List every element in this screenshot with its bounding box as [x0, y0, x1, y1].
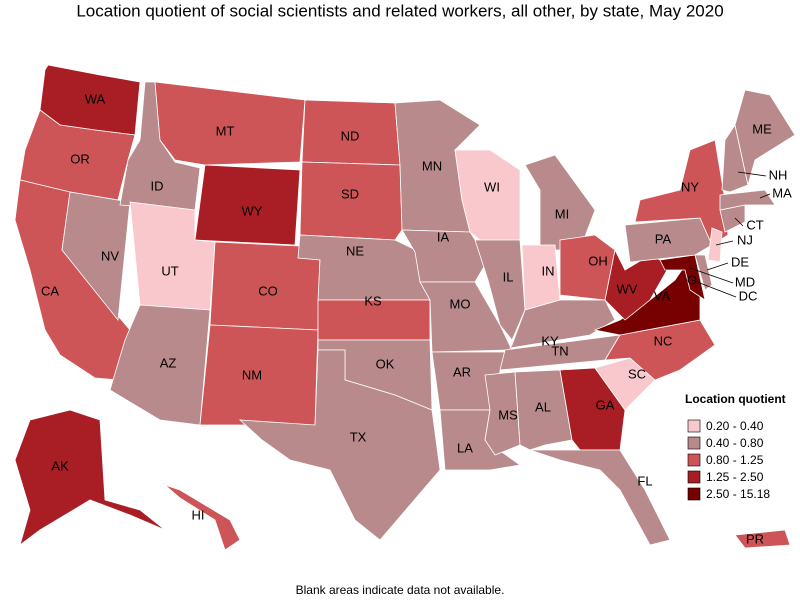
legend-swatch — [687, 470, 701, 484]
label-leader — [691, 279, 737, 298]
state-label: NH — [769, 167, 788, 182]
footnote: Blank areas indicate data not available. — [296, 583, 505, 597]
state-label: MN — [422, 158, 442, 173]
state-label: UT — [161, 263, 178, 278]
legend-swatch — [687, 487, 701, 501]
state-label: WY — [242, 203, 263, 218]
state-label: WI — [484, 179, 500, 194]
state-label: NE — [346, 243, 364, 258]
state-label: PR — [746, 531, 764, 546]
state — [529, 449, 671, 546]
state-label: AZ — [160, 355, 177, 370]
state-label: SD — [341, 186, 359, 201]
state-label: AL — [535, 399, 551, 414]
legend-label: 0.20 - 0.40 — [706, 419, 764, 433]
state-label: NC — [654, 333, 673, 348]
state-label: WV — [617, 281, 638, 296]
label-leader — [737, 171, 767, 177]
state-label: HI — [192, 507, 205, 522]
legend-swatch — [687, 419, 701, 433]
legend-label: 0.80 - 1.25 — [706, 453, 764, 467]
map-title: Location quotient of social scientists a… — [76, 1, 723, 20]
state-label: CA — [41, 283, 59, 298]
state-label: AR — [453, 364, 471, 379]
state-label: DC — [739, 288, 758, 303]
state — [734, 89, 796, 186]
state-label: SC — [628, 366, 646, 381]
state-label: ND — [341, 128, 360, 143]
state-label: MO — [450, 296, 471, 311]
state — [61, 191, 131, 322]
legend-title: Location quotient — [685, 392, 786, 406]
state — [719, 189, 776, 211]
state-label: AK — [51, 458, 69, 473]
state — [19, 109, 136, 201]
state-label: KY — [541, 333, 559, 348]
legend-label: 2.50 - 15.18 — [706, 487, 770, 501]
state-label: ID — [151, 178, 164, 193]
state — [707, 227, 723, 263]
state-label: ME — [752, 121, 772, 136]
state-label: WA — [85, 91, 106, 106]
state-label: MI — [555, 206, 569, 221]
state-label: MD — [735, 274, 755, 289]
legend-swatch — [687, 453, 701, 467]
state-label: GA — [596, 397, 615, 412]
state-label: OK — [376, 356, 395, 371]
state-label: IA — [437, 229, 450, 244]
state — [734, 529, 791, 549]
label-leader — [715, 240, 734, 246]
label-leader — [734, 217, 744, 227]
state-label: CO — [258, 283, 278, 298]
legend-label: 0.40 - 0.80 — [706, 436, 764, 450]
state-labels: WA OR CA NV ID MT WY UT AZ CO NM ND SD NE KS OK TX MN IA MO… — [41, 91, 792, 546]
state-label: CT — [746, 217, 763, 232]
state — [299, 161, 403, 241]
state-label: IN — [542, 263, 555, 278]
state — [509, 299, 616, 349]
state-label: TX — [350, 429, 367, 444]
state-label: MT — [216, 123, 235, 138]
state-label: TN — [551, 343, 568, 358]
legend-label: 1.25 - 2.50 — [706, 470, 764, 484]
state-label: DE — [731, 254, 749, 269]
label-leader — [689, 267, 734, 284]
legend: 0.20 - 0.40 0.40 - 0.80 0.80 - 1.25 1.25 - … — [687, 419, 770, 501]
state — [194, 164, 301, 246]
label-leader — [759, 193, 771, 199]
state-label: LA — [457, 440, 473, 455]
state — [164, 484, 241, 551]
state — [109, 304, 211, 426]
label-leader — [706, 262, 729, 271]
legend-swatch — [687, 436, 701, 450]
state — [524, 154, 596, 251]
state-label: NV — [101, 248, 119, 263]
state-label: VA — [654, 288, 671, 303]
state-label: PA — [655, 231, 672, 246]
state-label: OH — [588, 253, 608, 268]
state-label: NM — [242, 367, 262, 382]
state-label: FL — [637, 473, 652, 488]
state — [474, 239, 526, 341]
state-label: MA — [772, 185, 792, 200]
state-label: IL — [503, 269, 514, 284]
state — [14, 409, 166, 547]
state-label: OR — [70, 151, 90, 166]
state — [238, 349, 441, 541]
state-label: MS — [498, 407, 518, 422]
states — [14, 64, 796, 551]
state-label: NJ — [737, 232, 753, 247]
state-label: KS — [364, 293, 382, 308]
state-label: NY — [681, 179, 699, 194]
state — [721, 123, 749, 193]
